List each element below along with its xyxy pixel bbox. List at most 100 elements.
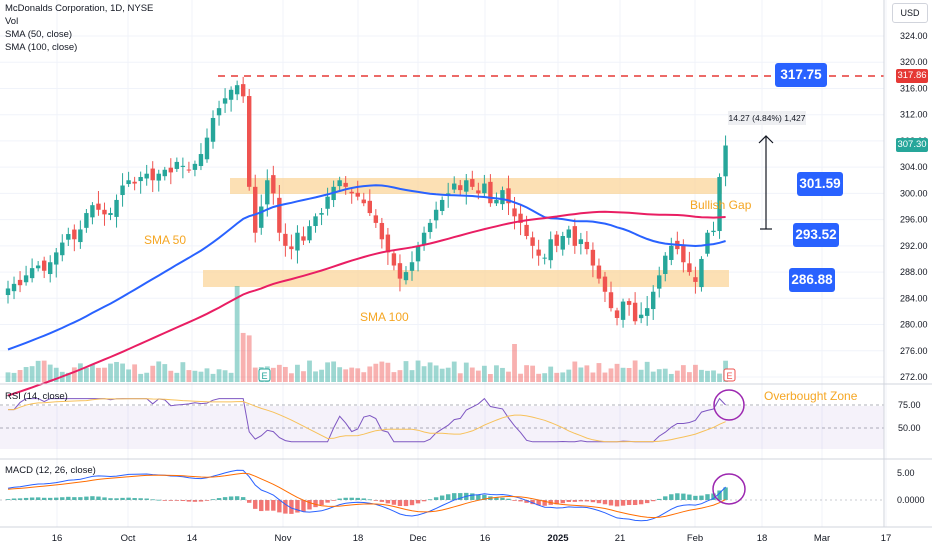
earnings-marker-nov[interactable]: E (258, 368, 271, 382)
price-tick-label: 276.00 (900, 346, 928, 356)
volume-bar (397, 370, 403, 382)
macd-histogram-bar (343, 497, 348, 500)
macd-histogram-bar (114, 498, 119, 500)
label-293-52: 293.52 (793, 223, 839, 247)
macd-histogram-bar (253, 500, 258, 509)
candle-body (313, 216, 318, 227)
macd-histogram-bar (482, 494, 487, 500)
macd-tick-label: 0.0000 (897, 495, 925, 505)
macd-line (7, 469, 726, 522)
macd-histogram-bar (259, 500, 264, 512)
time-tick-label: 16 (480, 533, 491, 544)
earnings-marker-feb[interactable]: E (723, 368, 736, 382)
macd-histogram-bar (578, 500, 584, 502)
volume-bar (506, 371, 511, 382)
candle-body (150, 168, 155, 181)
macd-histogram-bar (458, 493, 463, 500)
chart-grid (0, 0, 887, 527)
volume-bar (385, 362, 391, 382)
candle-body (433, 209, 439, 221)
macd-histogram-bar (693, 495, 698, 500)
volume-bar (481, 365, 487, 382)
candle-body (108, 213, 113, 216)
candle-body (84, 213, 89, 228)
candle-body (222, 98, 228, 104)
candle-body (259, 206, 264, 228)
volume-bar (301, 371, 306, 382)
legend-sma50[interactable]: SMA (50, close) (5, 29, 73, 40)
macd-histogram-bar (584, 500, 590, 502)
volume-bar (650, 371, 656, 382)
legend-vol[interactable]: Vol (5, 16, 19, 27)
legend-rsi[interactable]: RSI (14, close) (5, 391, 68, 402)
candle-body (403, 272, 409, 281)
volume-bar (596, 363, 602, 382)
volume-bar (566, 369, 572, 382)
volume-bar (590, 372, 596, 382)
macd-histogram-bar (349, 497, 354, 500)
bullish-gap-annotation: Bullish Gap (690, 198, 752, 212)
macd-histogram-bar (723, 487, 728, 500)
price-tick-label: 280.00 (900, 320, 928, 330)
candle-body (500, 190, 505, 205)
volume-bar (680, 365, 686, 382)
support-zone (203, 270, 729, 287)
volume-bar (367, 366, 373, 382)
macd-histogram-bar (295, 500, 300, 513)
volume-bar (132, 364, 138, 382)
currency-button[interactable]: USD (892, 3, 928, 23)
macd-histogram-bar (638, 500, 644, 505)
macd-histogram-bar (102, 497, 107, 500)
price-tick-label: 312.00 (900, 110, 928, 120)
time-tick-label: 14 (187, 533, 198, 544)
macd-histogram-bar (277, 500, 282, 513)
time-tick-label: 17 (881, 533, 892, 544)
candle-body (90, 205, 95, 218)
price-tick-label: 304.00 (900, 162, 928, 172)
candle-body (132, 181, 137, 184)
legend-macd[interactable]: MACD (12, 26, close) (5, 465, 96, 476)
candle-body (590, 249, 596, 266)
macd-histogram-bar (204, 500, 210, 501)
candle-body (174, 161, 180, 169)
candle-body (524, 224, 529, 237)
macd-histogram-bar (11, 498, 17, 500)
candle-body (247, 96, 252, 187)
macd-histogram-bar (669, 494, 674, 500)
candle-body (361, 199, 366, 204)
volume-bar (216, 369, 222, 382)
volume-bar (626, 367, 632, 382)
volume-bar (439, 368, 445, 382)
candle-body (29, 268, 35, 279)
candle-body (596, 265, 602, 279)
macd-histogram-bar (445, 494, 451, 500)
volume-bar (150, 365, 156, 382)
volume-bar (47, 364, 53, 382)
macd-histogram-bar (506, 498, 511, 500)
volume-bar (361, 372, 367, 382)
macd-histogram-bar (192, 500, 198, 502)
volume-bar (174, 372, 180, 382)
price-tick-label: 288.00 (900, 267, 928, 277)
candle-body (681, 244, 686, 263)
candle-body (48, 262, 53, 275)
time-tick-label: 21 (615, 533, 626, 544)
macd-histogram-bar (367, 499, 372, 501)
volume-bar (23, 367, 29, 382)
macd-histogram-bar (626, 500, 632, 505)
macd-histogram-bar (138, 498, 143, 500)
volume-bar (144, 372, 150, 382)
volume-bar (17, 370, 23, 382)
macd-histogram-bar (397, 500, 403, 507)
macd-histogram-bar (560, 500, 565, 504)
volume-bar (620, 367, 626, 382)
candle-body (578, 239, 584, 245)
macd-histogram-bar (307, 500, 312, 510)
candle-body (11, 283, 17, 292)
volume-bar (343, 369, 349, 382)
volume-bar (409, 370, 415, 382)
macd-histogram-bar (210, 499, 216, 501)
legend-sma100[interactable]: SMA (100, close) (5, 42, 78, 53)
candle-body (488, 181, 493, 204)
